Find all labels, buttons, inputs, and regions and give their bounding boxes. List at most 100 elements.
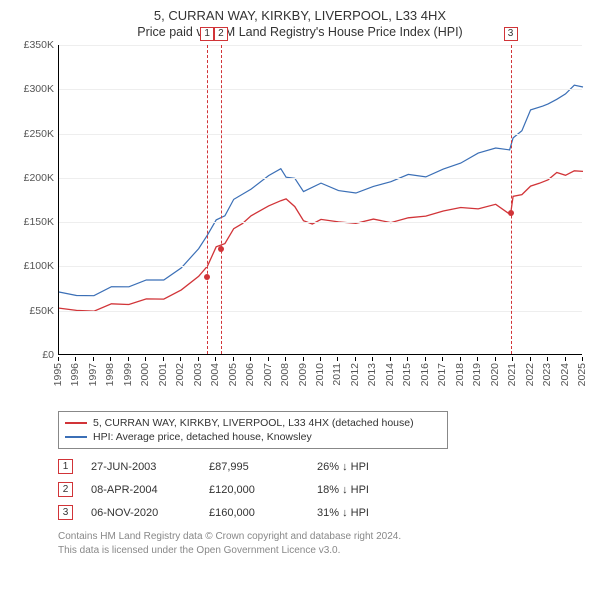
gridline xyxy=(59,311,582,312)
x-tick-label: 2021 xyxy=(506,363,518,386)
legend-row: 5, CURRAN WAY, KIRKBY, LIVERPOOL, L33 4H… xyxy=(65,416,441,430)
x-tick-label: 2022 xyxy=(524,363,536,386)
event-date: 27-JUN-2003 xyxy=(91,461,191,473)
event-date: 08-APR-2004 xyxy=(91,484,191,496)
event-table: 127-JUN-2003£87,99526% ↓ HPI208-APR-2004… xyxy=(58,455,590,524)
series-line xyxy=(59,85,583,296)
x-tick-label: 2025 xyxy=(576,363,588,386)
x-tick xyxy=(180,357,181,361)
x-tick xyxy=(460,357,461,361)
x-tick xyxy=(58,357,59,361)
gridline xyxy=(59,178,582,179)
x-tick xyxy=(425,357,426,361)
x-tick-label: 1998 xyxy=(104,363,116,386)
x-tick-label: 2012 xyxy=(349,363,361,386)
event-price: £87,995 xyxy=(209,461,299,473)
chart-area: £0£50K£100K£150K£200K£250K£300K£350K 123… xyxy=(10,45,590,405)
x-tick xyxy=(547,357,548,361)
x-tick-label: 2020 xyxy=(489,363,501,386)
event-marker: 1 xyxy=(200,27,214,41)
x-tick xyxy=(390,357,391,361)
x-tick-label: 2010 xyxy=(314,363,326,386)
event-pct: 18% ↓ HPI xyxy=(317,484,407,496)
x-tick xyxy=(530,357,531,361)
x-tick xyxy=(75,357,76,361)
x-tick xyxy=(582,357,583,361)
x-tick xyxy=(110,357,111,361)
legend-swatch xyxy=(65,436,87,438)
x-tick xyxy=(442,357,443,361)
x-tick-label: 2006 xyxy=(244,363,256,386)
event-date: 06-NOV-2020 xyxy=(91,507,191,519)
gridline xyxy=(59,89,582,90)
x-tick xyxy=(512,357,513,361)
legend-swatch xyxy=(65,422,87,424)
footer: Contains HM Land Registry data © Crown c… xyxy=(58,530,590,557)
x-tick-label: 2013 xyxy=(366,363,378,386)
y-tick-label: £100K xyxy=(24,260,54,272)
x-tick-label: 2005 xyxy=(227,363,239,386)
x-tick-label: 2004 xyxy=(209,363,221,386)
footer-line1: Contains HM Land Registry data © Crown c… xyxy=(58,530,590,544)
event-marker-icon: 3 xyxy=(58,505,73,520)
x-tick xyxy=(565,357,566,361)
x-tick xyxy=(477,357,478,361)
event-marker: 2 xyxy=(214,27,228,41)
x-tick xyxy=(250,357,251,361)
event-price: £160,000 xyxy=(209,507,299,519)
x-tick-label: 1996 xyxy=(69,363,81,386)
y-tick-label: £250K xyxy=(24,128,54,140)
legend-label: HPI: Average price, detached house, Know… xyxy=(93,431,312,443)
x-tick-label: 1999 xyxy=(122,363,134,386)
x-tick-label: 2002 xyxy=(174,363,186,386)
x-tick xyxy=(233,357,234,361)
event-row: 208-APR-2004£120,00018% ↓ HPI xyxy=(58,478,590,501)
x-tick-label: 2015 xyxy=(401,363,413,386)
x-tick-label: 2000 xyxy=(139,363,151,386)
x-tick-label: 2007 xyxy=(262,363,274,386)
event-row: 3 06-NOV-2020 £160,000 31% ↓ HPI xyxy=(58,501,590,524)
x-tick xyxy=(198,357,199,361)
x-tick xyxy=(337,357,338,361)
event-line xyxy=(511,45,512,354)
chart-title: 5, CURRAN WAY, KIRKBY, LIVERPOOL, L33 4H… xyxy=(10,8,590,23)
legend: 5, CURRAN WAY, KIRKBY, LIVERPOOL, L33 4H… xyxy=(58,411,448,449)
x-tick-label: 2017 xyxy=(436,363,448,386)
x-tick xyxy=(355,357,356,361)
event-dot xyxy=(508,210,514,216)
x-tick xyxy=(163,357,164,361)
x-tick-label: 2001 xyxy=(157,363,169,386)
event-pct: 31% ↓ HPI xyxy=(317,507,407,519)
x-tick-label: 2024 xyxy=(559,363,571,386)
x-tick xyxy=(285,357,286,361)
x-tick xyxy=(128,357,129,361)
x-tick-label: 2016 xyxy=(419,363,431,386)
x-tick xyxy=(303,357,304,361)
event-line xyxy=(221,45,222,354)
x-tick xyxy=(320,357,321,361)
x-tick-label: 2018 xyxy=(454,363,466,386)
y-tick-label: £50K xyxy=(29,305,54,317)
gridline xyxy=(59,134,582,135)
line-layer xyxy=(59,45,583,355)
y-axis-labels: £0£50K£100K£150K£200K£250K£300K£350K xyxy=(10,45,58,355)
y-tick-label: £300K xyxy=(24,83,54,95)
event-line xyxy=(207,45,208,354)
event-pct: 26% ↓ HPI xyxy=(317,461,407,473)
footer-line2: This data is licensed under the Open Gov… xyxy=(58,544,590,558)
event-row: 1 27-JUN-2003 £87,995 26% ↓ HPI xyxy=(58,455,590,478)
event-dot xyxy=(218,246,224,252)
legend-label: 5, CURRAN WAY, KIRKBY, LIVERPOOL, L33 4H… xyxy=(93,417,414,429)
x-tick xyxy=(145,357,146,361)
series-line xyxy=(59,171,583,311)
x-tick-label: 2019 xyxy=(471,363,483,386)
x-tick-label: 2011 xyxy=(331,363,343,386)
gridline xyxy=(59,45,582,46)
x-tick-label: 2014 xyxy=(384,363,396,386)
x-tick xyxy=(495,357,496,361)
event-dot xyxy=(204,274,210,280)
y-tick-label: £200K xyxy=(24,172,54,184)
event-price: £120,000 xyxy=(209,484,299,496)
event-marker-icon: 1 xyxy=(58,459,73,474)
x-tick xyxy=(407,357,408,361)
